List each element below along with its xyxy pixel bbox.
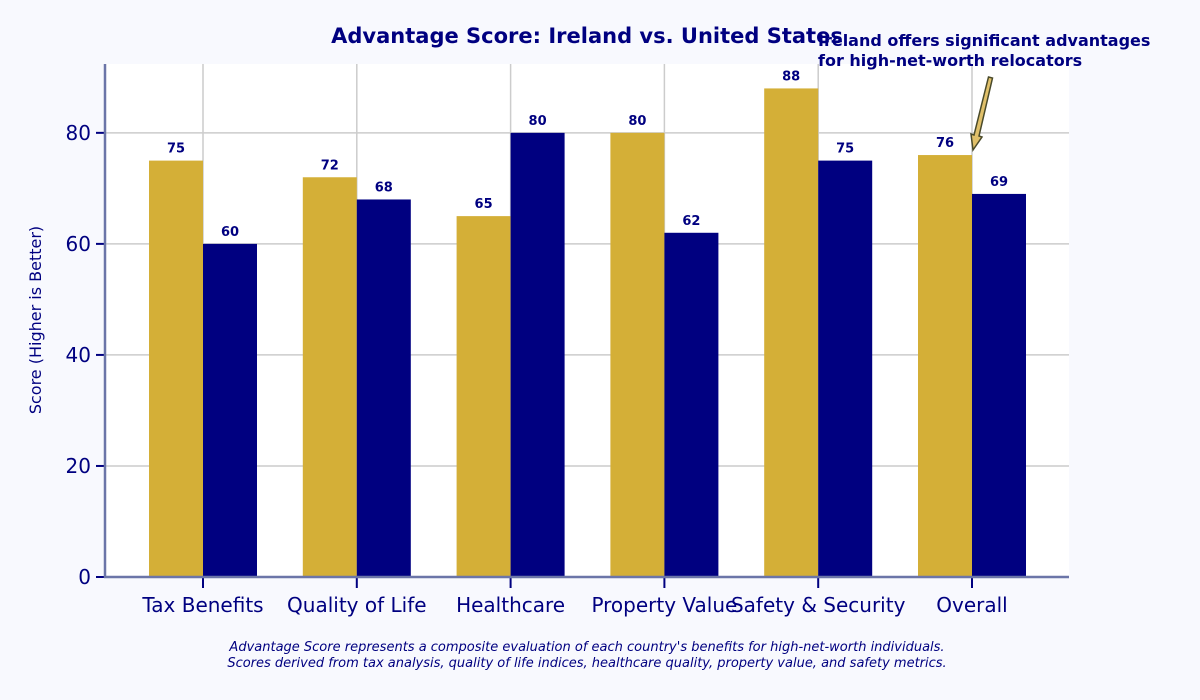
annotation-line-2: for high-net-worth relocators xyxy=(818,51,1082,70)
bar xyxy=(972,193,1026,577)
annotation-line-1: Ireland offers significant advantages xyxy=(818,31,1150,50)
x-tick-label: Safety & Security xyxy=(731,593,906,617)
data-label: 65 xyxy=(475,197,493,212)
y-tick-label: 0 xyxy=(78,565,91,589)
axes: 0 20 40 60 80 Tax Benefits Quality of Life Heal… xyxy=(66,64,1069,617)
y-tick-label: 80 xyxy=(66,121,91,145)
footnote-line-1: Advantage Score represents a composite e… xyxy=(228,640,944,655)
bar xyxy=(918,155,972,577)
plot-area xyxy=(105,64,1069,577)
bar xyxy=(356,199,411,577)
x-tick-label: Overall xyxy=(936,593,1007,617)
y-axis-label: Score (Higher is Better) xyxy=(26,226,45,414)
data-label: 75 xyxy=(167,142,185,157)
bar xyxy=(456,216,511,577)
bar xyxy=(610,132,665,577)
y-tick-label: 20 xyxy=(66,454,91,478)
x-tick-label: Property Value xyxy=(591,593,737,617)
data-label: 76 xyxy=(936,136,954,151)
x-tick-label: Quality of Life xyxy=(287,593,427,617)
bar xyxy=(203,243,257,577)
data-label: 80 xyxy=(529,114,547,129)
data-label: 62 xyxy=(682,214,700,229)
x-tick-label: Tax Benefits xyxy=(141,593,263,617)
bar xyxy=(664,232,719,577)
data-label: 68 xyxy=(375,180,393,195)
data-label: 80 xyxy=(628,114,646,129)
footnote-line-2: Scores derived from tax analysis, qualit… xyxy=(227,656,946,671)
annotation-arrow xyxy=(970,76,994,153)
bar xyxy=(302,177,357,577)
bar xyxy=(149,160,203,578)
data-label: 88 xyxy=(782,69,800,84)
data-label: 69 xyxy=(990,175,1008,190)
chart-title: Advantage Score: Ireland vs. United Stat… xyxy=(331,24,843,48)
y-tick-label: 40 xyxy=(66,343,91,367)
bars: 75 72 65 80 88 76 60 68 80 62 75 69 xyxy=(149,69,1026,578)
data-label: 60 xyxy=(221,225,239,240)
y-tick-label: 60 xyxy=(66,232,91,256)
x-tick-label: Healthcare xyxy=(456,593,565,617)
bar xyxy=(510,132,565,577)
data-label: 72 xyxy=(321,158,339,173)
bar xyxy=(818,160,873,578)
bar xyxy=(764,88,819,577)
data-label: 75 xyxy=(836,142,854,157)
